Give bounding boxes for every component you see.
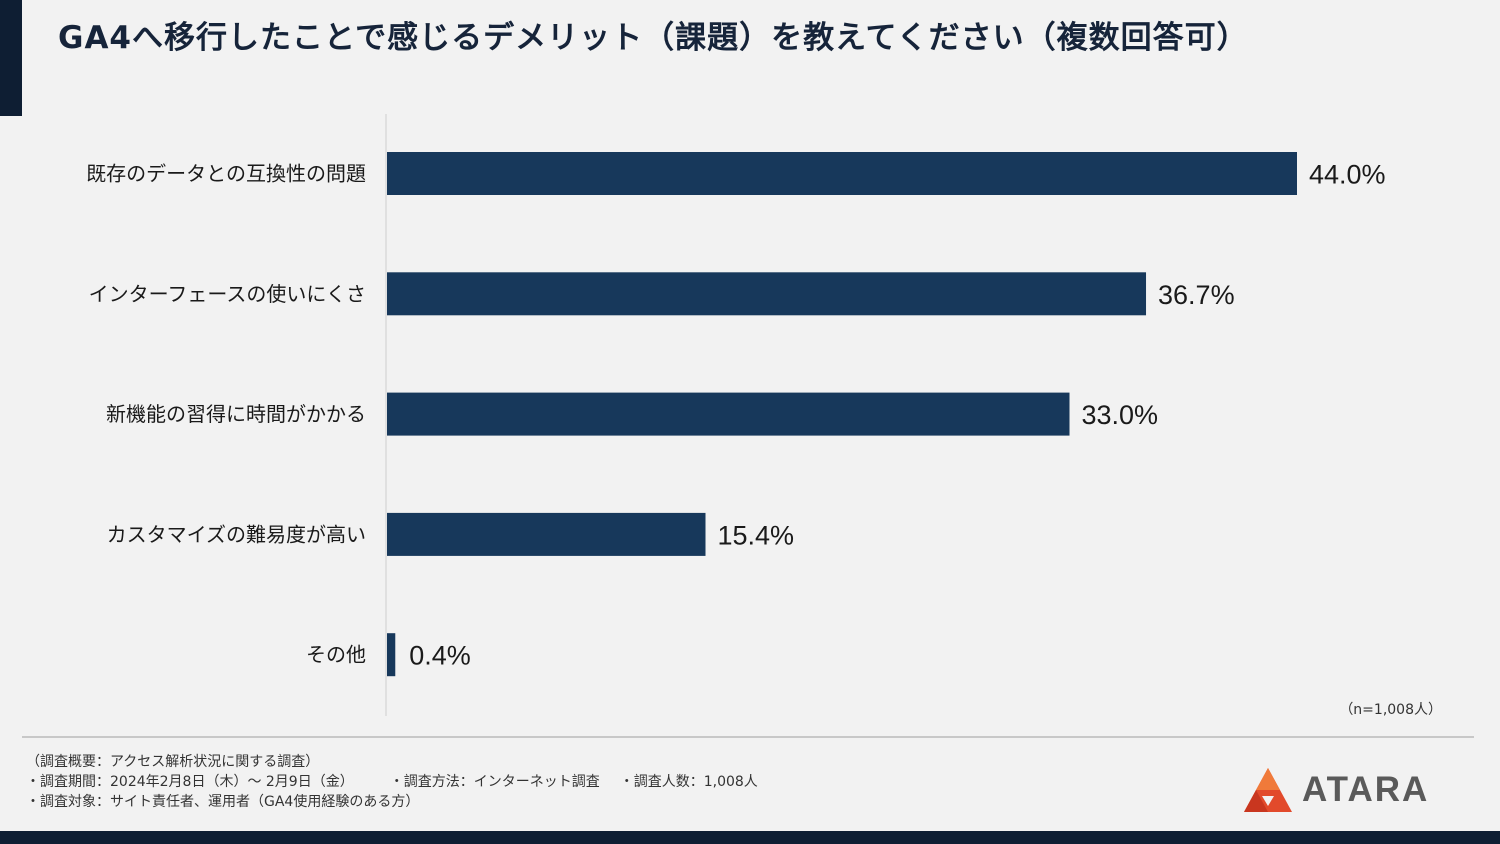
bar-value-label: 0.4% <box>409 641 471 671</box>
note-method: ・調査方法：インターネット調査 <box>389 774 600 790</box>
category-label: その他 <box>306 643 366 667</box>
category-label: カスタマイズの難易度が高い <box>107 522 366 546</box>
bar-value-label: 36.7% <box>1158 280 1235 310</box>
bar-value-label: 44.0% <box>1309 160 1386 190</box>
footer-bar <box>0 831 1500 844</box>
bar <box>387 272 1147 316</box>
note-count: ・調査人数：1,008人 <box>619 774 758 790</box>
note-period: ・調査期間：2024年2月8日（木）～ 2月9日（金） <box>26 774 354 790</box>
atara-logo-icon <box>1244 768 1292 812</box>
atara-logo: ATARA <box>1240 766 1450 818</box>
bar <box>387 392 1070 436</box>
sample-size-label: （n=1,008人） <box>1339 702 1442 718</box>
page-title: GA4へ移行したことで感じるデメリット（課題）を教えてください（複数回答可） <box>58 20 1249 56</box>
bar-value-label: 15.4% <box>718 520 795 550</box>
note-target: ・調査対象：サイト責任者、運用者（GA4使用経験のある方） <box>26 794 420 810</box>
logo-text: ATARA <box>1302 770 1430 809</box>
title-accent-block <box>0 0 22 116</box>
category-label: インターフェースの使いにくさ <box>89 282 366 306</box>
bar-value-label: 33.0% <box>1082 400 1159 430</box>
category-label: 新機能の習得に時間がかかる <box>106 402 366 426</box>
bar <box>387 512 706 556</box>
bar <box>387 152 1297 195</box>
bar <box>387 633 396 677</box>
footer-divider <box>22 736 1474 738</box>
note-overview: （調査概要：アクセス解析状況に関する調査） <box>26 754 320 770</box>
category-label: 既存のデータとの互換性の問題 <box>86 162 366 186</box>
survey-notes: （調査概要：アクセス解析状況に関する調査） ・調査期間：2024年2月8日（木）… <box>26 752 758 812</box>
